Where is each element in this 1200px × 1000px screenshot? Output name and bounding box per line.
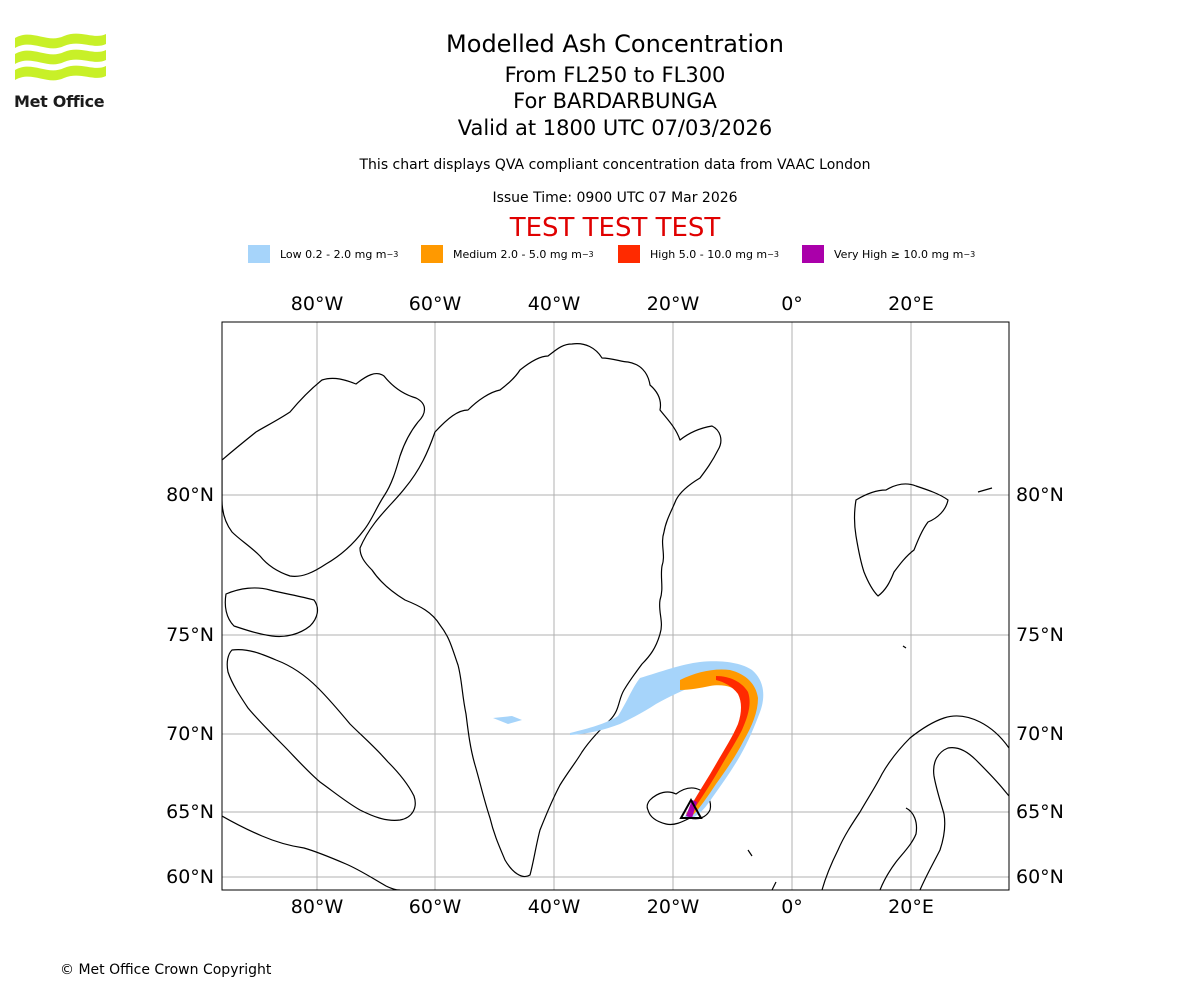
- svalbard-coast: [853, 483, 949, 597]
- lon-label-bottom: 20°W: [647, 896, 700, 918]
- lat-label-right: 70°N: [1016, 723, 1064, 745]
- lat-label-right: 75°N: [1016, 624, 1064, 646]
- legend-swatch-very-high: [802, 245, 824, 263]
- lon-label-top: 0°: [781, 293, 803, 315]
- legend-item-high: High 5.0 - 10.0 mg m −3: [618, 244, 779, 264]
- qva-note: This chart displays QVA compliant concen…: [359, 157, 871, 173]
- legend-label-medium: Medium 2.0 - 5.0 mg m: [453, 247, 582, 261]
- finland-coast: [919, 747, 1009, 890]
- lon-label-bottom: 60°W: [409, 896, 462, 918]
- scandinavia-coast: [821, 715, 1009, 890]
- coastlines: [222, 343, 1009, 890]
- baffin-devon-coast: [224, 587, 319, 638]
- lon-label-bottom: 0°: [781, 896, 803, 918]
- lon-label-top: 60°W: [409, 293, 462, 315]
- test-banner: TEST TEST TEST: [509, 213, 721, 243]
- plume-low-fragment: [493, 716, 522, 724]
- chart-title: Modelled Ash Concentration: [446, 30, 784, 58]
- lat-label-left: 60°N: [166, 866, 214, 888]
- ellesmere-coast: [222, 372, 426, 577]
- lon-label-top: 20°E: [888, 293, 934, 315]
- legend-label-low: Low 0.2 - 2.0 mg m: [280, 247, 387, 261]
- scotland-coast: [771, 881, 777, 890]
- baffin-island-coast: [226, 649, 416, 821]
- legend-swatch-medium: [421, 245, 443, 263]
- legend-swatch-high: [618, 245, 640, 263]
- lat-label-right: 80°N: [1016, 484, 1064, 506]
- legend-item-low: Low 0.2 - 2.0 mg m −3: [248, 244, 398, 264]
- lon-label-top: 40°W: [528, 293, 581, 315]
- issue-time: Issue Time: 0900 UTC 07 Mar 2026: [492, 190, 738, 206]
- legend-label-high: High 5.0 - 10.0 mg m: [650, 247, 768, 261]
- legend-item-medium: Medium 2.0 - 5.0 mg m −3: [421, 244, 594, 264]
- lon-label-bottom: 80°W: [291, 896, 344, 918]
- lon-label-top: 80°W: [291, 293, 344, 315]
- faroe-coast: [747, 849, 753, 857]
- ash-plume: [493, 661, 764, 818]
- valid-time: Valid at 1800 UTC 07/03/2026: [457, 116, 773, 140]
- plume-high: [692, 676, 750, 806]
- plume-medium: [680, 669, 758, 816]
- lat-label-left: 80°N: [166, 484, 214, 506]
- lat-label-right: 60°N: [1016, 866, 1064, 888]
- volcano-name: For BARDARBUNGA: [513, 89, 717, 113]
- logo-text: Met Office: [14, 92, 105, 111]
- legend-label-very-high: Very High ≥ 10.0 mg m: [834, 247, 964, 261]
- copyright: © Met Office Crown Copyright: [60, 962, 272, 978]
- legend-swatch-low: [248, 245, 270, 263]
- baltic-coast: [879, 807, 918, 890]
- lat-label-left: 70°N: [166, 723, 214, 745]
- nordaustlandet-coast: [977, 487, 993, 493]
- lon-label-bottom: 40°W: [528, 896, 581, 918]
- jan-mayen-coast: [902, 645, 907, 649]
- lon-label-top: 20°W: [647, 293, 700, 315]
- lat-label-right: 65°N: [1016, 801, 1064, 823]
- greenland-coast: [359, 343, 722, 878]
- lon-label-bottom: 20°E: [888, 896, 934, 918]
- volcano-marker-icon: [679, 797, 703, 819]
- flight-level-range: From FL250 to FL300: [504, 63, 726, 87]
- labrador-quebec-coast: [222, 815, 401, 890]
- graticule: [222, 322, 1009, 890]
- lat-label-left: 65°N: [166, 801, 214, 823]
- legend-item-very-high: Very High ≥ 10.0 mg m −3: [802, 244, 975, 264]
- legend: Low 0.2 - 2.0 mg m −3 Medium 2.0 - 5.0 mg…: [248, 244, 1008, 264]
- met-office-logo-icon: [15, 33, 106, 81]
- map-frame: [221, 321, 1010, 891]
- lat-label-left: 75°N: [166, 624, 214, 646]
